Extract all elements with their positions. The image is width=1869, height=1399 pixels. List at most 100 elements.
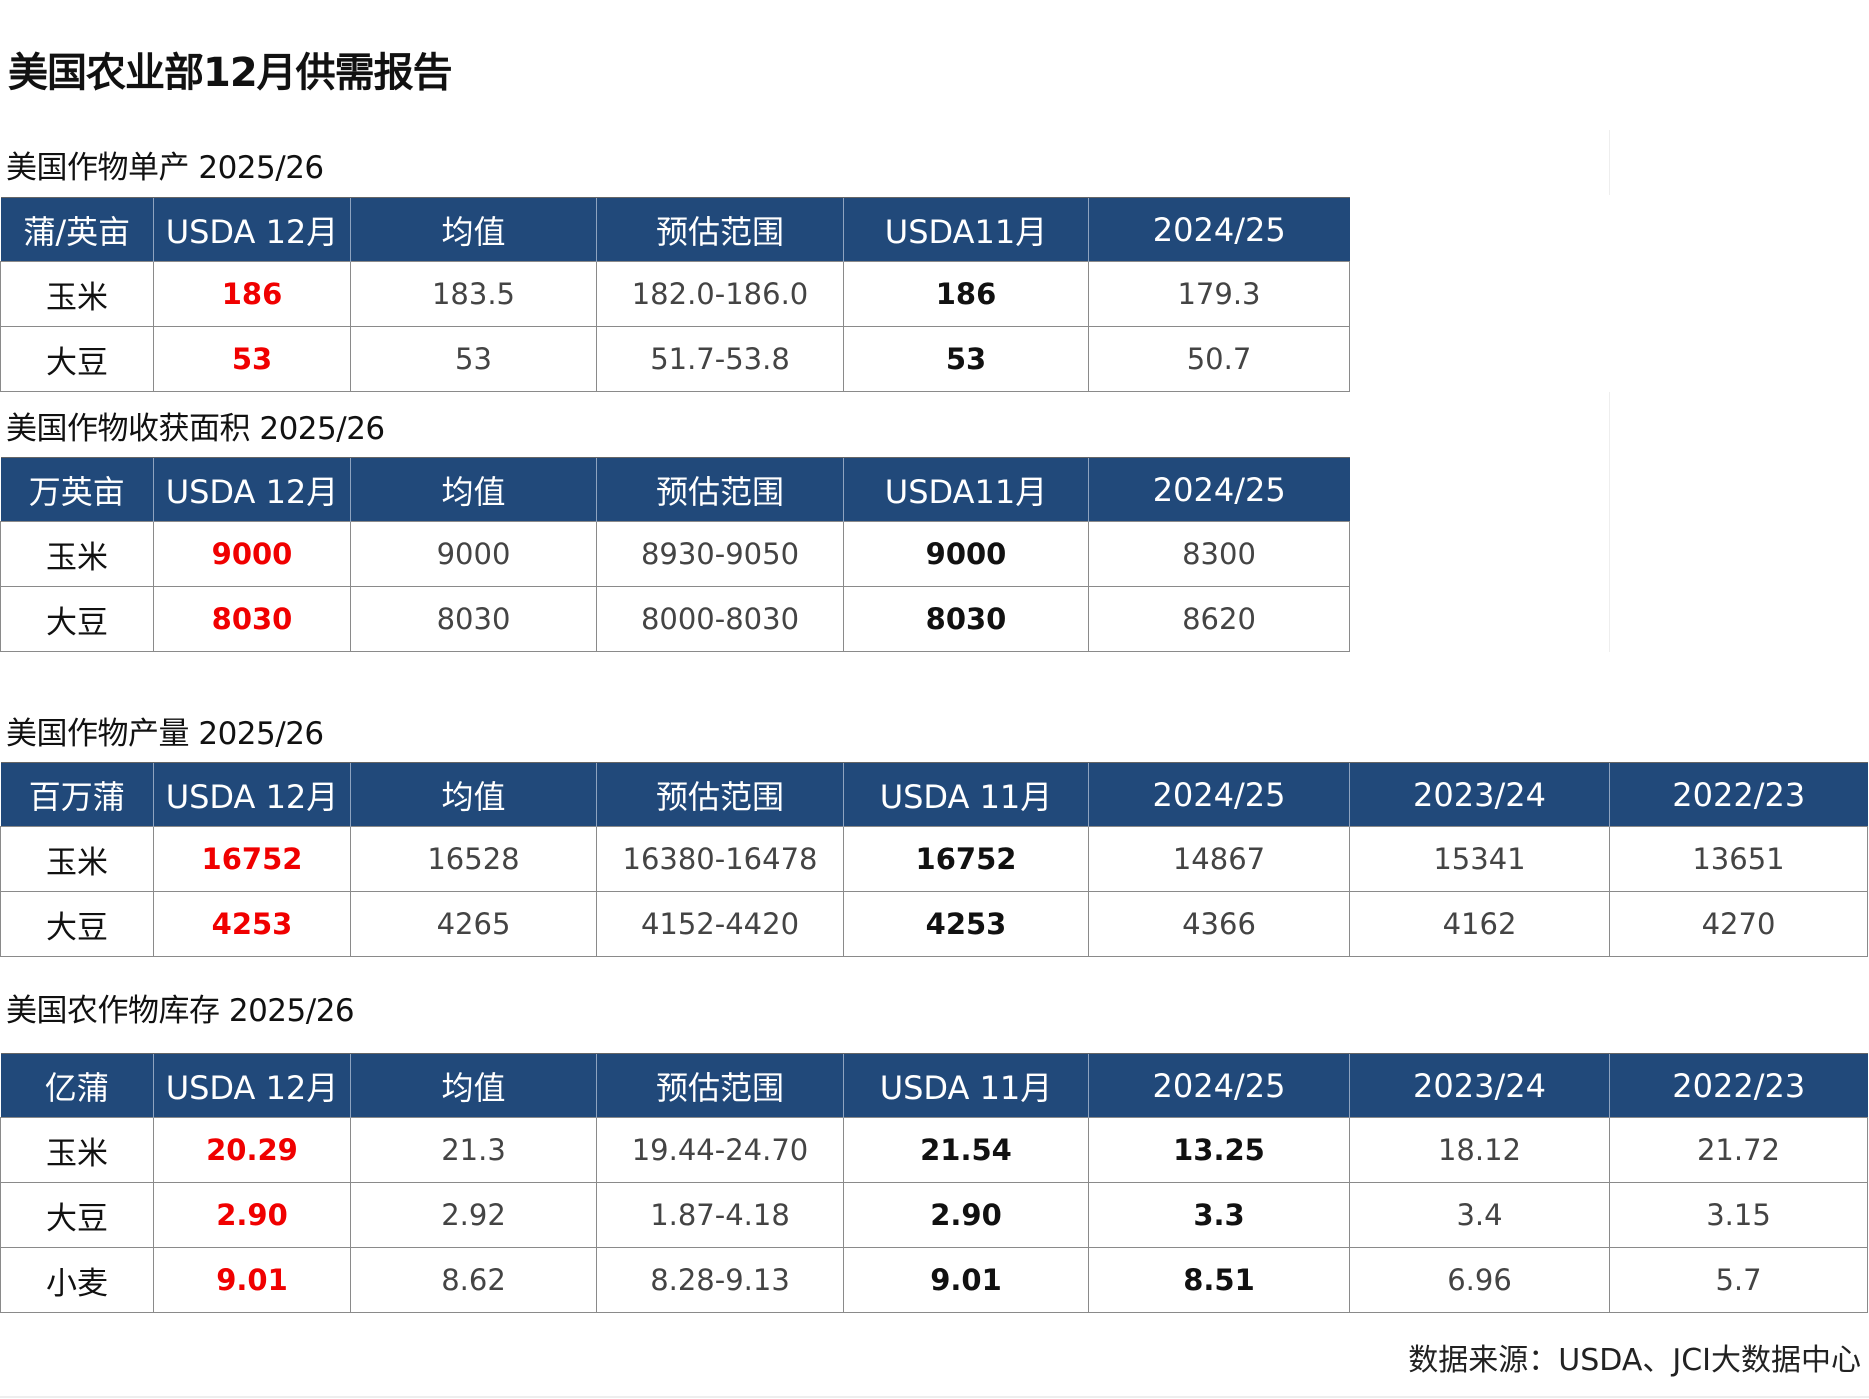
value-cell: 179.3	[1088, 261, 1350, 327]
crop-name-cell: 大豆	[0, 326, 154, 392]
data-source-note: 数据来源：USDA、JCI大数据中心	[1408, 1343, 1861, 1378]
value-cell: 9.01	[843, 1247, 1089, 1313]
column-header: 预估范围	[596, 762, 844, 827]
section-title-production: 美国作物产量 2025/26	[6, 716, 324, 752]
value-cell: 16752	[153, 826, 351, 892]
header-row: 蒲/英亩 USDA 12月 均值 预估范围 USDA11月 2024/25	[0, 197, 1350, 262]
value-cell: 2.90	[153, 1182, 351, 1248]
value-cell: 21.3	[350, 1117, 597, 1183]
column-header: 均值	[350, 1053, 597, 1118]
value-cell: 53	[350, 326, 597, 392]
value-cell: 13651	[1609, 826, 1868, 892]
value-cell: 8030	[843, 586, 1089, 652]
value-cell: 3.15	[1609, 1182, 1868, 1248]
divider	[0, 1396, 1869, 1398]
value-cell: 8620	[1088, 586, 1350, 652]
header-row: 万英亩 USDA 12月 均值 预估范围 USDA11月 2024/25	[0, 457, 1350, 522]
column-header: USDA 11月	[843, 1053, 1089, 1118]
column-header: USDA 12月	[153, 457, 351, 522]
crop-name-cell: 玉米	[0, 1117, 154, 1183]
value-cell: 53	[153, 326, 351, 392]
header-row: 百万蒲 USDA 12月 均值 预估范围 USDA 11月 2024/25 2023/24 2…	[0, 762, 1868, 827]
divider	[1609, 130, 1610, 195]
crop-name-cell: 玉米	[0, 521, 154, 587]
value-cell: 5.7	[1609, 1247, 1868, 1313]
value-cell: 4162	[1349, 891, 1610, 957]
column-header: 亿蒲	[0, 1053, 154, 1118]
value-cell: 2.90	[843, 1182, 1089, 1248]
value-cell: 4253	[153, 891, 351, 957]
column-header: 2024/25	[1088, 1053, 1350, 1118]
column-header: USDA 11月	[843, 762, 1089, 827]
stocks-table: 亿蒲 USDA 12月 均值 预估范围 USDA 11月 2024/25 2023/24 20…	[0, 1053, 1868, 1313]
value-cell: 15341	[1349, 826, 1610, 892]
value-cell: 18.12	[1349, 1117, 1610, 1183]
value-cell: 4265	[350, 891, 597, 957]
value-cell: 19.44-24.70	[596, 1117, 844, 1183]
column-header: 2023/24	[1349, 1053, 1610, 1118]
value-cell: 16752	[843, 826, 1089, 892]
value-cell: 13.25	[1088, 1117, 1350, 1183]
table-row: 玉米 20.29 21.3 19.44-24.70 21.54 13.25 18.12 21.…	[0, 1117, 1868, 1183]
table-row: 大豆 4253 4265 4152-4420 4253 4366 4162 4270	[0, 891, 1868, 957]
section-title-yield: 美国作物单产 2025/26	[6, 150, 324, 186]
value-cell: 50.7	[1088, 326, 1350, 392]
value-cell: 3.4	[1349, 1182, 1610, 1248]
value-cell: 9.01	[153, 1247, 351, 1313]
value-cell: 4152-4420	[596, 891, 844, 957]
column-header: 预估范围	[596, 197, 844, 262]
value-cell: 53	[843, 326, 1089, 392]
page-title: 美国农业部12月供需报告	[8, 50, 453, 96]
harvested-area-table: 万英亩 USDA 12月 均值 预估范围 USDA11月 2024/25 玉米 9000 900…	[0, 457, 1350, 652]
value-cell: 51.7-53.8	[596, 326, 844, 392]
table-row: 大豆 53 53 51.7-53.8 53 50.7	[0, 326, 1350, 392]
value-cell: 14867	[1088, 826, 1350, 892]
header-row: 亿蒲 USDA 12月 均值 预估范围 USDA 11月 2024/25 2023/24 20…	[0, 1053, 1868, 1118]
value-cell: 182.0-186.0	[596, 261, 844, 327]
value-cell: 9000	[843, 521, 1089, 587]
value-cell: 21.72	[1609, 1117, 1868, 1183]
column-header: USDA11月	[843, 457, 1089, 522]
table-row: 玉米 186 183.5 182.0-186.0 186 179.3	[0, 261, 1350, 327]
value-cell: 21.54	[843, 1117, 1089, 1183]
value-cell: 16528	[350, 826, 597, 892]
column-header: 2022/23	[1609, 1053, 1868, 1118]
value-cell: 8.51	[1088, 1247, 1350, 1313]
column-header: 均值	[350, 457, 597, 522]
value-cell: 8300	[1088, 521, 1350, 587]
divider	[1609, 392, 1610, 652]
column-header: 均值	[350, 197, 597, 262]
column-header: 2024/25	[1088, 762, 1350, 827]
table-row: 大豆 8030 8030 8000-8030 8030 8620	[0, 586, 1350, 652]
value-cell: 8.28-9.13	[596, 1247, 844, 1313]
value-cell: 186	[843, 261, 1089, 327]
column-header: USDA 12月	[153, 762, 351, 827]
value-cell: 8.62	[350, 1247, 597, 1313]
crop-name-cell: 玉米	[0, 261, 154, 327]
column-header: 均值	[350, 762, 597, 827]
crop-name-cell: 大豆	[0, 891, 154, 957]
value-cell: 8030	[153, 586, 351, 652]
value-cell: 9000	[350, 521, 597, 587]
column-header: 2024/25	[1088, 457, 1350, 522]
value-cell: 20.29	[153, 1117, 351, 1183]
table-row: 玉米 16752 16528 16380-16478 16752 14867 15341 13…	[0, 826, 1868, 892]
section-title-harvested-area: 美国作物收获面积 2025/26	[6, 411, 385, 447]
value-cell: 9000	[153, 521, 351, 587]
value-cell: 4366	[1088, 891, 1350, 957]
value-cell: 1.87-4.18	[596, 1182, 844, 1248]
crop-name-cell: 玉米	[0, 826, 154, 892]
table-row: 玉米 9000 9000 8930-9050 9000 8300	[0, 521, 1350, 587]
table-row: 大豆 2.90 2.92 1.87-4.18 2.90 3.3 3.4 3.15	[0, 1182, 1868, 1248]
value-cell: 8930-9050	[596, 521, 844, 587]
table-row: 小麦 9.01 8.62 8.28-9.13 9.01 8.51 6.96 5.7	[0, 1247, 1868, 1313]
value-cell: 4270	[1609, 891, 1868, 957]
column-header: 预估范围	[596, 1053, 844, 1118]
value-cell: 8030	[350, 586, 597, 652]
column-header: USDA11月	[843, 197, 1089, 262]
value-cell: 16380-16478	[596, 826, 844, 892]
value-cell: 8000-8030	[596, 586, 844, 652]
yield-table: 蒲/英亩 USDA 12月 均值 预估范围 USDA11月 2024/25 玉米 186 183…	[0, 197, 1350, 392]
production-table: 百万蒲 USDA 12月 均值 预估范围 USDA 11月 2024/25 2023/24 2…	[0, 762, 1868, 957]
crop-name-cell: 大豆	[0, 1182, 154, 1248]
